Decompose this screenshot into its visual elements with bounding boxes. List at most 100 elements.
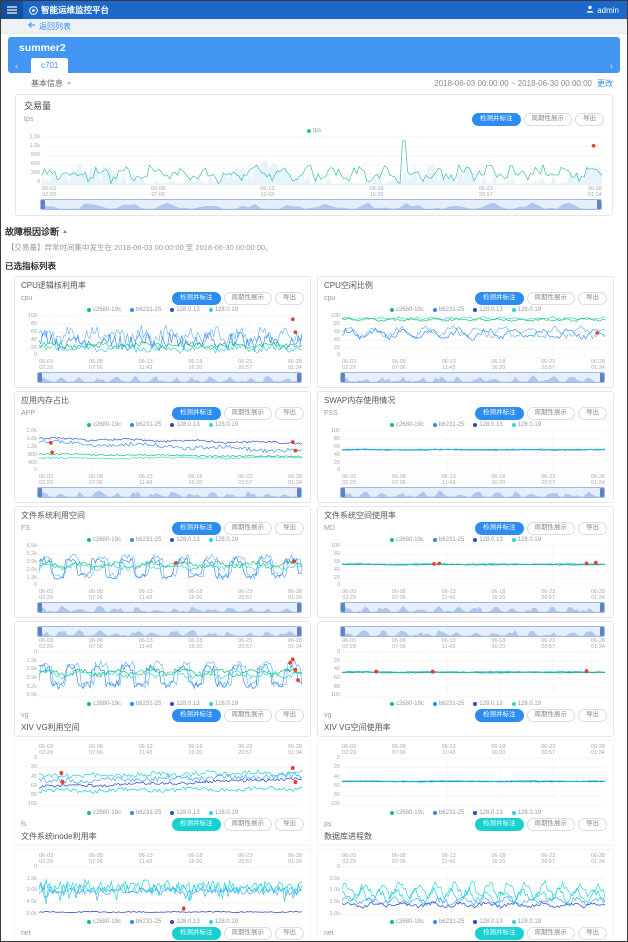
- tabs-prev-icon[interactable]: ‹: [15, 61, 18, 71]
- legend-item[interactable]: 128.0.13: [473, 701, 503, 707]
- datazoom-slider[interactable]: [340, 602, 605, 613]
- legend-item[interactable]: 128.0.13: [170, 537, 200, 543]
- export-button[interactable]: 导出: [578, 708, 607, 723]
- slider-handle-left[interactable]: [341, 373, 345, 382]
- legend-item[interactable]: b6231-25: [432, 701, 464, 707]
- legend-item[interactable]: 128.0.19: [208, 701, 238, 707]
- export-button[interactable]: 导出: [275, 926, 304, 941]
- periodic-button[interactable]: 周期性展示: [526, 291, 575, 306]
- periodic-button[interactable]: 周期性展示: [223, 708, 272, 723]
- export-button[interactable]: 导出: [578, 291, 607, 306]
- slider-handle-right[interactable]: [600, 627, 604, 636]
- change-date-link[interactable]: 更改: [597, 79, 613, 88]
- legend-item[interactable]: c2680-19c: [389, 307, 424, 313]
- legend-item[interactable]: 128.0.19: [208, 810, 238, 816]
- datazoom-slider[interactable]: [37, 626, 302, 637]
- legend-item[interactable]: 128.0.13: [473, 422, 503, 428]
- datazoom-slider[interactable]: [37, 372, 302, 383]
- detect-button[interactable]: 检测并标注: [475, 406, 524, 421]
- chart-plot[interactable]: [39, 651, 302, 698]
- export-button[interactable]: 导出: [275, 291, 304, 306]
- periodic-button[interactable]: 周期性展示: [223, 406, 272, 421]
- back-link[interactable]: 返回列表: [28, 21, 71, 32]
- export-button[interactable]: 导出: [275, 406, 304, 421]
- periodic-button[interactable]: 周期性展示: [526, 926, 575, 941]
- export-button[interactable]: 导出: [578, 817, 607, 832]
- chart-plot[interactable]: [342, 757, 605, 807]
- legend-item[interactable]: b6231-25: [432, 422, 464, 428]
- legend-item[interactable]: b6231-25: [129, 701, 161, 707]
- export-button[interactable]: 导出: [575, 112, 604, 127]
- legend-item[interactable]: b6231-25: [432, 919, 464, 925]
- legend-item[interactable]: b6231-25: [129, 307, 161, 313]
- detect-button[interactable]: 检测并标注: [475, 291, 524, 306]
- export-button[interactable]: 导出: [275, 521, 304, 536]
- legend-item[interactable]: 128.0.13: [473, 919, 503, 925]
- datazoom-slider[interactable]: [37, 487, 302, 498]
- legend-item[interactable]: 128.0.19: [208, 422, 238, 428]
- datazoom-slider[interactable]: [37, 602, 302, 613]
- slider-handle-left[interactable]: [341, 627, 345, 636]
- chart-plot[interactable]: [342, 545, 605, 588]
- periodic-button[interactable]: 周期性展示: [223, 291, 272, 306]
- legend-item[interactable]: c2680-19c: [86, 307, 121, 313]
- periodic-button[interactable]: 周期性展示: [526, 817, 575, 832]
- detect-button[interactable]: 检测并标注: [172, 521, 221, 536]
- slider-handle-left[interactable]: [38, 603, 42, 612]
- user-menu[interactable]: admin: [586, 5, 619, 15]
- export-button[interactable]: 导出: [578, 521, 607, 536]
- periodic-button[interactable]: 周期性展示: [223, 521, 272, 536]
- legend-item[interactable]: 128.0.19: [208, 537, 238, 543]
- export-button[interactable]: 导出: [578, 406, 607, 421]
- chart-plot[interactable]: [342, 315, 605, 358]
- detect-button[interactable]: 检测并标注: [172, 291, 221, 306]
- legend-item[interactable]: c2680-19c: [86, 537, 121, 543]
- slider-handle-left[interactable]: [341, 488, 345, 497]
- legend-item[interactable]: tps: [306, 128, 321, 134]
- legend-item[interactable]: 128.0.13: [170, 810, 200, 816]
- legend-item[interactable]: c2680-19c: [389, 537, 424, 543]
- tab-c701[interactable]: c701: [31, 58, 69, 73]
- legend-item[interactable]: 128.0.19: [511, 810, 541, 816]
- chart-plot[interactable]: [342, 651, 605, 698]
- main-chart-plot[interactable]: [42, 136, 602, 185]
- datazoom-slider[interactable]: [340, 372, 605, 383]
- datazoom-slider[interactable]: [340, 626, 605, 637]
- detect-button[interactable]: 检测并标注: [475, 817, 524, 832]
- tabs-next-icon[interactable]: ›: [610, 61, 613, 71]
- chart-plot[interactable]: [39, 757, 302, 807]
- periodic-button[interactable]: 周期性展示: [526, 708, 575, 723]
- detect-button[interactable]: 检测并标注: [475, 521, 524, 536]
- slider-handle-right[interactable]: [297, 373, 301, 382]
- periodic-button[interactable]: 周期性展示: [223, 926, 272, 941]
- legend-item[interactable]: 128.0.19: [511, 919, 541, 925]
- legend-item[interactable]: c2680-19c: [86, 701, 121, 707]
- legend-item[interactable]: 128.0.13: [170, 919, 200, 925]
- legend-item[interactable]: c2680-19c: [86, 810, 121, 816]
- legend-item[interactable]: b6231-25: [432, 810, 464, 816]
- legend-item[interactable]: 128.0.13: [170, 307, 200, 313]
- slider-handle-left[interactable]: [38, 627, 42, 636]
- periodic-button[interactable]: 周期性展示: [523, 112, 572, 127]
- chart-plot[interactable]: [39, 430, 302, 473]
- chart-plot[interactable]: [39, 866, 302, 916]
- export-button[interactable]: 导出: [275, 817, 304, 832]
- legend-item[interactable]: c2680-19c: [389, 422, 424, 428]
- slider-handle-right[interactable]: [297, 603, 301, 612]
- datazoom-slider[interactable]: [40, 199, 602, 210]
- slider-handle-right[interactable]: [600, 373, 604, 382]
- slider-handle-left[interactable]: [341, 603, 345, 612]
- legend-item[interactable]: 128.0.13: [170, 701, 200, 707]
- detect-button[interactable]: 检测并标注: [475, 926, 524, 941]
- periodic-button[interactable]: 周期性展示: [223, 817, 272, 832]
- legend-item[interactable]: 128.0.19: [511, 701, 541, 707]
- legend-item[interactable]: 128.0.13: [473, 537, 503, 543]
- legend-item[interactable]: 128.0.19: [208, 307, 238, 313]
- legend-item[interactable]: b6231-25: [129, 810, 161, 816]
- legend-item[interactable]: b6231-25: [432, 307, 464, 313]
- chart-plot[interactable]: [342, 866, 605, 916]
- legend-item[interactable]: 128.0.19: [511, 537, 541, 543]
- legend-item[interactable]: 128.0.13: [473, 307, 503, 313]
- legend-item[interactable]: b6231-25: [129, 919, 161, 925]
- legend-item[interactable]: c2680-19c: [86, 919, 121, 925]
